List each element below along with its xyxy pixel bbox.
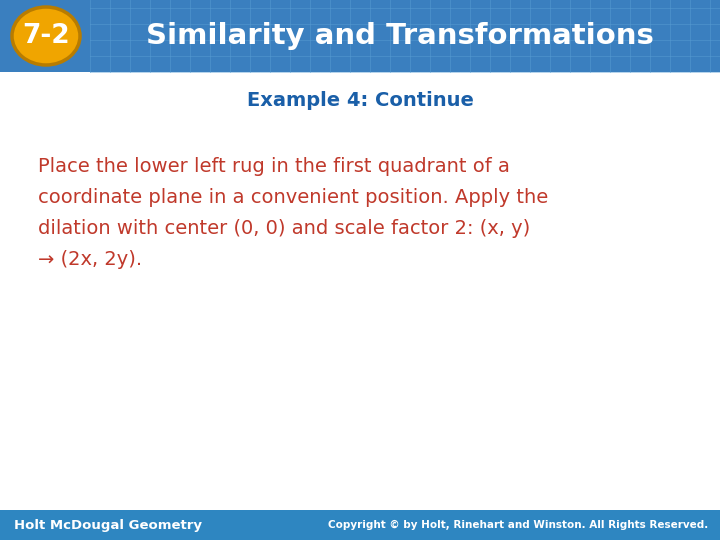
Text: dilation with center (0, 0) and scale factor 2: (x, y): dilation with center (0, 0) and scale fa…	[38, 219, 530, 238]
Bar	[0, 0, 720, 72]
Text: Place the lower left rug in the first quadrant of a: Place the lower left rug in the first qu…	[38, 157, 510, 176]
Ellipse shape	[12, 7, 80, 65]
Bar	[0, 510, 720, 540]
Text: Example 4: Continue: Example 4: Continue	[246, 91, 474, 110]
Text: Holt McDougal Geometry: Holt McDougal Geometry	[14, 518, 202, 531]
Text: → (2x, 2y).: → (2x, 2y).	[38, 250, 142, 269]
Text: Copyright © by Holt, Rinehart and Winston. All Rights Reserved.: Copyright © by Holt, Rinehart and Winsto…	[328, 520, 708, 530]
Text: Similarity and Transformations: Similarity and Transformations	[146, 22, 654, 50]
Text: 7-2: 7-2	[22, 23, 70, 49]
Text: coordinate plane in a convenient position. Apply the: coordinate plane in a convenient positio…	[38, 188, 548, 207]
